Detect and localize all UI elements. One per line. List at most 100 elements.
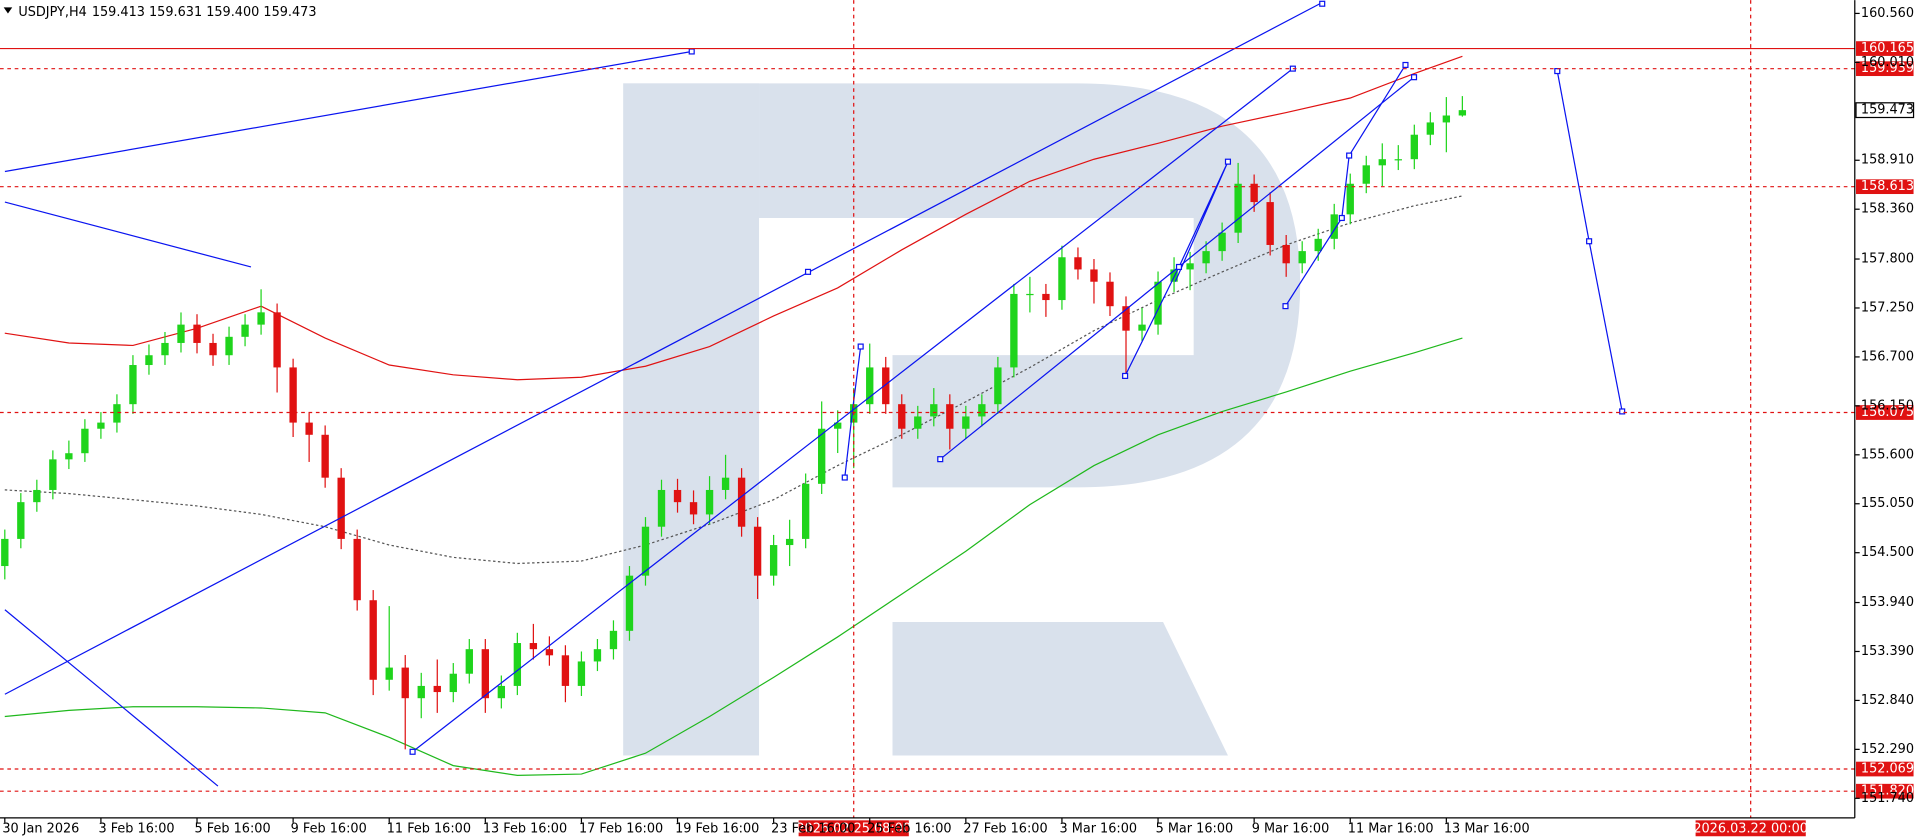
- candle-body: [801, 483, 810, 539]
- x-tick-label: 17 Feb 16:00: [579, 821, 663, 836]
- candle-body: [1426, 122, 1435, 135]
- candle-body: [289, 367, 297, 423]
- candle-body: [866, 367, 874, 405]
- candle-body: [385, 667, 393, 680]
- level-label: 159.939: [1861, 61, 1914, 76]
- level-box: [1856, 761, 1914, 777]
- x-tick-label: 27 Feb 16:00: [963, 821, 1047, 836]
- candle-body: [962, 416, 970, 429]
- x-tick-label: 3 Mar 16:00: [1059, 821, 1137, 836]
- candle-body: [769, 545, 778, 576]
- candle-body: [1106, 281, 1114, 307]
- y-tick-label: 156.150: [1861, 398, 1914, 413]
- candle-body: [81, 428, 89, 454]
- x-tick-label: 13 Mar 16:00: [1444, 821, 1530, 836]
- time-marker-label: 2026.03.22 00:00: [1693, 821, 1808, 836]
- candle-body: [1458, 110, 1467, 116]
- time-marker-box: [798, 820, 909, 837]
- x-tick-label: 9 Feb 16:00: [291, 821, 367, 836]
- x-tick-label: 9 Mar 16:00: [1252, 821, 1330, 836]
- candle-body: [1090, 269, 1098, 282]
- candle-body: [1026, 293, 1034, 296]
- level-box: [1856, 41, 1914, 56]
- candle-body: [257, 312, 265, 325]
- candle-body: [273, 312, 281, 368]
- y-tick-label: 158.910: [1861, 153, 1914, 168]
- y-tick-label: 160.010: [1861, 55, 1914, 70]
- candle-body: [994, 367, 1002, 405]
- candle-body: [225, 336, 233, 356]
- candle-body: [177, 324, 185, 343]
- candle-body: [1202, 251, 1210, 264]
- candle-body: [1362, 165, 1370, 184]
- candle-body: [337, 477, 345, 539]
- candle-body: [417, 685, 425, 699]
- last-price-label: 159.473: [1861, 103, 1914, 118]
- candle-body: [609, 630, 618, 650]
- candle-body: [65, 453, 73, 460]
- level-label: 151.820: [1861, 784, 1914, 799]
- x-tick-label: 19 Feb 16:00: [675, 821, 759, 836]
- candle-body: [1282, 244, 1290, 264]
- x-tick-label: 5 Mar 16:00: [1156, 821, 1234, 836]
- candle-body: [1186, 263, 1194, 270]
- y-tick-label: 152.290: [1861, 742, 1914, 757]
- candle-body: [818, 428, 826, 484]
- x-tick-label: 11 Feb 16:00: [387, 821, 471, 836]
- level-label: 160.165: [1861, 41, 1914, 56]
- candle-body: [513, 643, 522, 686]
- candle-body: [978, 404, 986, 417]
- candle-body: [625, 575, 634, 631]
- candle-body: [401, 667, 409, 699]
- candle-body: [161, 342, 169, 356]
- x-tick-label: 3 Feb 16:00: [98, 821, 174, 836]
- y-tick-label: 157.250: [1861, 300, 1914, 315]
- candle-body: [209, 342, 217, 356]
- candle-body: [721, 477, 730, 490]
- level-box: [1856, 179, 1914, 195]
- candle-body: [241, 324, 249, 337]
- level-box: [1856, 61, 1914, 77]
- candle-body: [1346, 183, 1354, 215]
- moving-average: [4, 55, 1463, 381]
- candle-body: [97, 422, 105, 429]
- candle-body: [834, 422, 842, 429]
- level-label: 158.613: [1861, 179, 1914, 194]
- y-tick-label: 155.600: [1861, 447, 1914, 462]
- candle-body: [1, 538, 9, 567]
- candle-body: [1074, 257, 1082, 270]
- candle-body: [657, 489, 666, 527]
- header: USDJPY,H4 159.413 159.631 159.400 159.47…: [3, 5, 317, 20]
- candle-body: [1218, 232, 1226, 252]
- candle-body: [882, 367, 890, 405]
- x-tick-label: 30 Jan 2026: [2, 821, 79, 836]
- candle-body: [1138, 324, 1146, 331]
- candle-body: [1058, 257, 1066, 301]
- candle-body: [641, 526, 650, 576]
- candle-body: [145, 355, 153, 366]
- time-marker-box: [1695, 820, 1806, 837]
- candle-body: [529, 643, 538, 650]
- candle-body: [1314, 238, 1322, 252]
- candle-body: [449, 673, 457, 693]
- candle-body: [593, 649, 602, 662]
- candle-body: [753, 526, 762, 576]
- candle-body: [689, 502, 698, 515]
- candle-body: [465, 649, 473, 674]
- y-tick-label: 160.560: [1861, 6, 1914, 21]
- candle-body: [705, 489, 714, 515]
- candle-body: [17, 502, 25, 539]
- trend-drawings: [4, 0, 1626, 787]
- candle-body: [914, 416, 922, 429]
- candle-body: [433, 685, 441, 693]
- candle-body: [930, 404, 938, 417]
- y-tick-label: 158.360: [1861, 202, 1914, 217]
- x-tick-label: 23 Feb 16:00: [771, 821, 855, 836]
- menu-arrow[interactable]: [3, 7, 13, 14]
- candle-body: [545, 649, 554, 656]
- candle-body: [898, 404, 906, 429]
- y-tick-label: 152.840: [1861, 693, 1914, 708]
- candle-body: [1010, 293, 1018, 368]
- candle-body: [1154, 281, 1162, 325]
